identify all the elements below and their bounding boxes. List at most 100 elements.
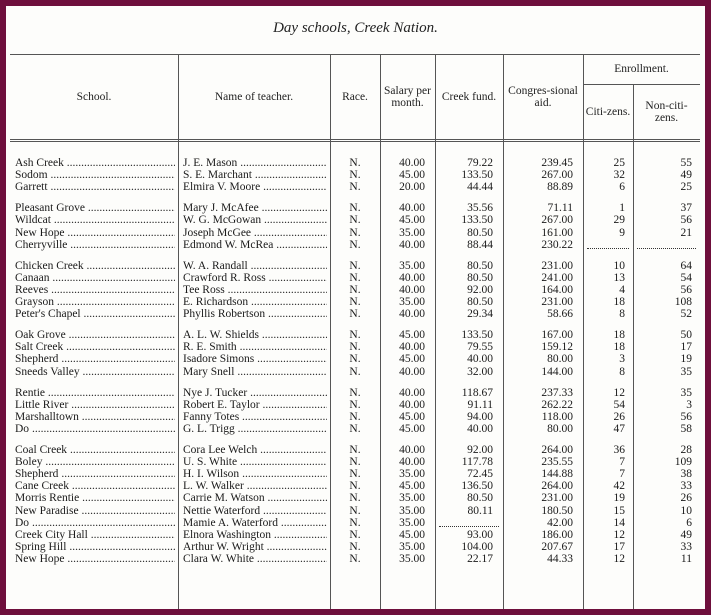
school: New Paradise: [15, 505, 175, 517]
cell-value: N.: [349, 157, 361, 169]
cell-value: 9: [619, 226, 625, 239]
cell-value: 109: [674, 456, 692, 469]
cell-value: 207.67: [541, 540, 573, 553]
cell-value: 38: [680, 468, 693, 481]
cell-value: 18: [613, 329, 626, 342]
empty-cell: [439, 525, 499, 527]
rule: [583, 84, 700, 85]
cell-value: 230.22: [541, 238, 573, 251]
school: Wildcat: [15, 214, 175, 226]
group-header: Enrollment.: [614, 63, 669, 75]
school: Sneeds Valley: [15, 366, 175, 378]
column-rule: [380, 54, 381, 609]
cell-value: 180.50: [541, 504, 573, 517]
cell-value: 92.00: [467, 444, 493, 456]
title: Day schools, Creek Nation.: [273, 20, 438, 36]
column-header: Salary per month.: [384, 84, 431, 109]
cell-value: 35.00: [399, 296, 425, 308]
cell-value: 6: [619, 181, 625, 194]
cell-value: 267.00: [541, 169, 573, 182]
cell-value: 80.50: [467, 259, 493, 272]
cell-value: 35.00: [399, 540, 425, 553]
teacher: Edmond W. McRea: [183, 239, 327, 251]
cell-value: 144.88: [541, 468, 573, 481]
school: Little River: [15, 399, 175, 411]
teacher: Tee Ross: [183, 284, 327, 296]
cell-value: 19: [680, 353, 693, 366]
column-rule: [178, 54, 179, 609]
cell-value: 8: [619, 365, 625, 378]
school: Garrett: [15, 181, 175, 193]
cell-value: 52: [680, 308, 693, 321]
cell-value: N.: [349, 504, 361, 517]
cell-value: N.: [349, 422, 361, 435]
cell-value: 17: [613, 540, 626, 553]
column-header: Race.: [342, 90, 368, 103]
cell-value: 80.50: [467, 492, 493, 505]
cell-value: 20.00: [399, 181, 425, 194]
cell-value: 35.00: [399, 226, 425, 239]
school: Peter's Chapel: [15, 308, 175, 320]
cell-value: 64: [680, 259, 693, 272]
cell-value: 13: [613, 271, 626, 284]
cell-value: N.: [349, 386, 361, 399]
cell-value: N.: [349, 492, 361, 505]
cell-value: N.: [349, 456, 361, 469]
cell-value: 161.00: [541, 226, 573, 239]
cell-value: 264.00: [541, 480, 573, 493]
cell-value: N.: [349, 296, 361, 308]
column-rule: [330, 54, 331, 609]
cell-value: N.: [349, 259, 361, 272]
cell-value: 80.00: [547, 353, 573, 366]
teacher: Cora Lee Welch: [183, 444, 327, 456]
cell-value: N.: [349, 468, 361, 481]
teacher: E. Richardson: [183, 296, 327, 308]
school: Do: [15, 423, 175, 435]
cell-value: 235.55: [541, 456, 573, 469]
school: Salt Creek: [15, 341, 175, 353]
school: Creek City Hall: [15, 529, 175, 541]
cell-value: 44.44: [467, 181, 493, 194]
school: Rentie: [15, 387, 175, 399]
column-rule: [583, 54, 584, 609]
cell-value: 54: [680, 271, 693, 284]
cell-value: 231.00: [541, 259, 573, 272]
cell-value: 71.11: [547, 202, 573, 215]
cell-value: 241.00: [541, 271, 573, 284]
school: Sodom: [15, 169, 175, 181]
rule: [10, 54, 700, 55]
empty-cell: [637, 247, 696, 249]
cell-value: 12: [613, 528, 626, 541]
cell-value: N.: [349, 329, 361, 342]
school: Canaan: [15, 272, 175, 284]
school: Cherryville: [15, 239, 175, 251]
teacher: Elmira V. Moore: [183, 181, 327, 193]
cell-value: 79.55: [467, 341, 493, 354]
cell-value: 32.00: [467, 365, 493, 378]
cell-value: 262.22: [541, 398, 573, 411]
cell-value: 56: [680, 283, 693, 296]
cell-value: 264.00: [541, 444, 573, 456]
cell-value: 35.00: [399, 468, 425, 481]
teacher: Fanny Totes: [183, 411, 327, 423]
cell-value: 29.34: [467, 308, 493, 321]
cell-value: 55: [680, 157, 693, 169]
teacher: Robert E. Taylor: [183, 399, 327, 411]
teacher: Crawford R. Ross: [183, 272, 327, 284]
teacher: Elnora Washington: [183, 529, 327, 541]
school: Cane Creek: [15, 480, 175, 492]
cell-value: 28: [680, 444, 693, 456]
cell-value: 40.00: [399, 271, 425, 284]
teacher: Clara W. White: [183, 553, 327, 565]
cell-value: 25: [680, 181, 693, 194]
cell-value: 144.00: [541, 365, 573, 378]
cell-value: N.: [349, 238, 361, 251]
cell-value: 58: [680, 422, 693, 435]
cell-value: 45.00: [399, 214, 425, 227]
cell-value: 167.00: [541, 329, 573, 342]
cell-value: N.: [349, 365, 361, 378]
teacher: J. E. Mason: [183, 157, 327, 169]
cell-value: 12: [613, 386, 626, 399]
school: Reeves: [15, 284, 175, 296]
